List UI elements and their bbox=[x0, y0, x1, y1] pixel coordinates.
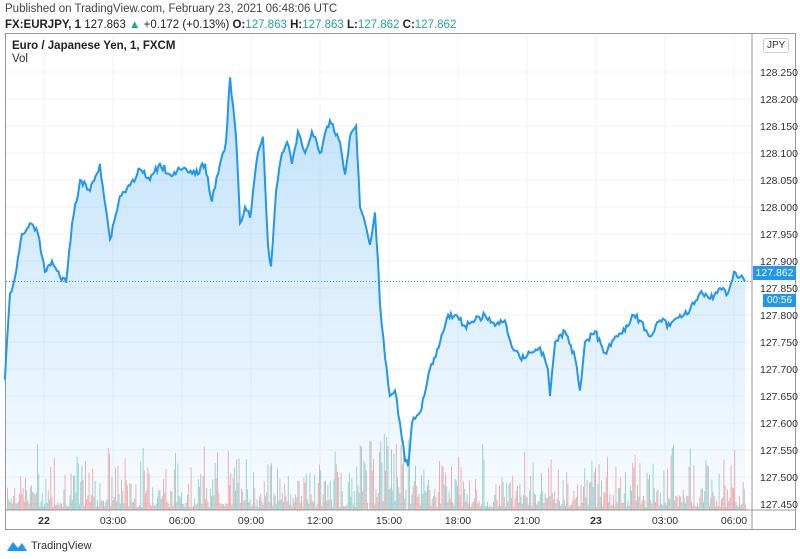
x-tick-label: 23 bbox=[590, 515, 602, 527]
bar-countdown: 00:56 bbox=[763, 294, 796, 307]
y-tick-label: 127.650 bbox=[760, 391, 798, 403]
y-tick-label: 128.250 bbox=[760, 67, 798, 79]
y-tick-label: 128.050 bbox=[760, 175, 798, 187]
x-tick-label: 09:00 bbox=[238, 515, 264, 527]
chart-legend-title: Euro / Japanese Yen, 1, FXCM bbox=[12, 40, 176, 52]
high-value: 127.863 bbox=[302, 19, 344, 31]
x-tick-label: 21:00 bbox=[514, 515, 540, 527]
last-price-label: 127.862 bbox=[753, 266, 796, 280]
low-value: 127.862 bbox=[357, 19, 400, 31]
symbol: FX:EURJPY, 1 bbox=[5, 19, 82, 31]
volume-legend: Vol bbox=[12, 53, 28, 65]
y-tick-label: 127.850 bbox=[760, 283, 798, 295]
high-label: H: bbox=[290, 19, 303, 31]
x-tick-label: 06:00 bbox=[169, 515, 195, 527]
x-tick-label: 12:00 bbox=[307, 515, 333, 527]
y-tick-label: 127.600 bbox=[760, 418, 798, 430]
y-tick-label: 127.550 bbox=[760, 445, 798, 457]
close-value: 127.862 bbox=[414, 19, 457, 31]
up-triangle-icon: ▲ bbox=[129, 19, 141, 31]
price-line bbox=[3, 77, 746, 467]
low-label: L: bbox=[347, 19, 358, 31]
tradingview-logo-icon bbox=[7, 542, 27, 551]
x-tick-label: 18:00 bbox=[445, 515, 471, 527]
x-tick-label: 03:00 bbox=[100, 515, 126, 527]
open-label: O: bbox=[232, 19, 246, 31]
published-info: Published on TradingView.com, February 2… bbox=[5, 3, 338, 15]
tradingview-logo[interactable]: TradingView bbox=[6, 539, 92, 553]
x-tick-label: 22 bbox=[38, 515, 50, 527]
close-label: C: bbox=[402, 19, 415, 31]
price-change: +0.172 (+0.13%) bbox=[143, 19, 230, 31]
y-tick-label: 127.500 bbox=[760, 472, 798, 484]
y-tick-label: 127.700 bbox=[760, 364, 798, 376]
last-price: 127.863 bbox=[84, 19, 126, 31]
y-tick-label: 128.100 bbox=[760, 148, 798, 160]
currency-badge[interactable]: JPY bbox=[763, 38, 790, 53]
open-value: 127.863 bbox=[245, 19, 287, 31]
y-tick-label: 128.200 bbox=[760, 94, 798, 106]
y-tick-label: 127.800 bbox=[760, 310, 798, 322]
x-tick-label: 03:00 bbox=[652, 515, 678, 527]
y-tick-label: 127.750 bbox=[760, 337, 798, 349]
y-tick-label: 127.900 bbox=[760, 256, 798, 268]
y-tick-label: 128.150 bbox=[760, 121, 798, 133]
x-tick-label: 06:00 bbox=[721, 515, 747, 527]
y-tick-label: 127.450 bbox=[760, 499, 798, 511]
price-area bbox=[4, 77, 746, 511]
y-tick-label: 128.000 bbox=[760, 202, 798, 214]
x-tick-label: 15:00 bbox=[376, 515, 402, 527]
symbol-bar: FX:EURJPY, 1 127.863 ▲ +0.172 (+0.13%) O… bbox=[5, 19, 456, 31]
volume-bar bbox=[745, 504, 746, 510]
chart-frame bbox=[5, 33, 796, 530]
brand-name: TradingView bbox=[31, 540, 92, 552]
y-tick-label: 127.950 bbox=[760, 229, 798, 241]
